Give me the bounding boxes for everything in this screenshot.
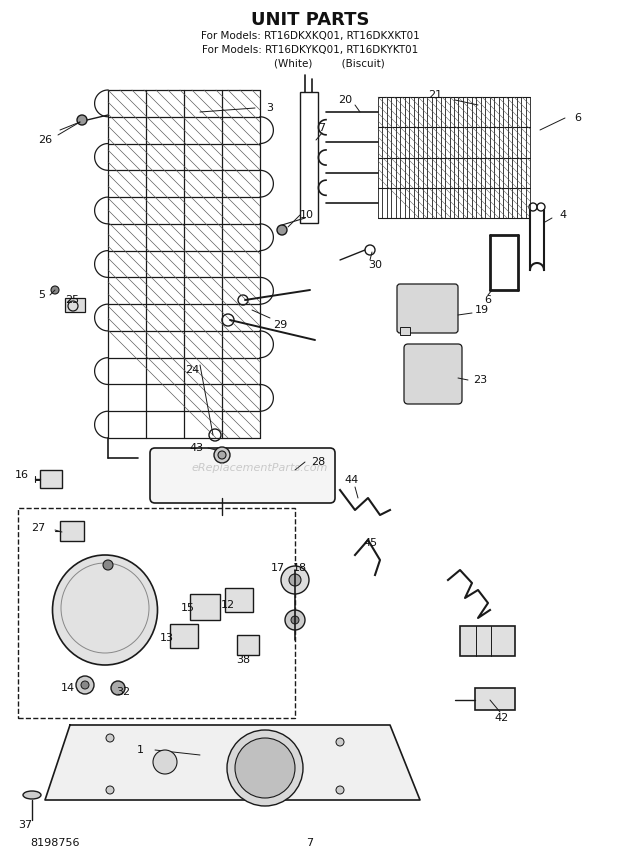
Text: 17: 17	[271, 563, 285, 573]
Text: 12: 12	[221, 600, 235, 610]
Circle shape	[153, 750, 177, 774]
Text: 24: 24	[185, 365, 199, 375]
Circle shape	[289, 574, 301, 586]
Text: 28: 28	[311, 457, 325, 467]
Text: 6: 6	[575, 113, 582, 123]
Text: 4: 4	[559, 210, 567, 220]
Text: 7: 7	[306, 838, 314, 848]
Text: 44: 44	[345, 475, 359, 485]
Text: 13: 13	[160, 633, 174, 643]
Circle shape	[103, 560, 113, 570]
Text: 21: 21	[428, 90, 442, 100]
Circle shape	[81, 681, 89, 689]
Circle shape	[235, 738, 295, 798]
Text: 15: 15	[181, 603, 195, 613]
Bar	[170, 624, 198, 648]
Text: 3: 3	[267, 103, 273, 113]
Text: 42: 42	[495, 713, 509, 723]
Text: For Models: RT16DKXKQ01, RT16DKXKT01: For Models: RT16DKXKQ01, RT16DKXKT01	[201, 31, 419, 41]
Polygon shape	[45, 725, 420, 800]
Text: 37: 37	[18, 820, 32, 830]
Circle shape	[285, 610, 305, 630]
Text: 1: 1	[136, 745, 143, 755]
Text: 10: 10	[300, 210, 314, 220]
Text: UNIT PARTS: UNIT PARTS	[250, 11, 370, 29]
Text: 20: 20	[338, 95, 352, 105]
Text: 32: 32	[116, 687, 130, 697]
Circle shape	[218, 451, 226, 459]
Circle shape	[214, 447, 230, 463]
FancyBboxPatch shape	[397, 284, 458, 333]
Text: 19: 19	[475, 305, 489, 315]
Circle shape	[111, 681, 125, 695]
Circle shape	[106, 786, 114, 794]
Bar	[475, 688, 515, 710]
Bar	[237, 635, 259, 655]
Circle shape	[291, 616, 299, 624]
Bar	[60, 521, 84, 541]
Text: 29: 29	[273, 320, 287, 330]
Bar	[65, 298, 85, 312]
Text: (White)         (Biscuit): (White) (Biscuit)	[235, 58, 385, 68]
FancyBboxPatch shape	[404, 344, 462, 404]
Circle shape	[51, 286, 59, 294]
Text: 14: 14	[61, 683, 75, 693]
Text: eReplacementParts.com: eReplacementParts.com	[192, 463, 328, 473]
Bar	[18, 508, 295, 718]
Text: 26: 26	[38, 135, 52, 145]
Circle shape	[77, 115, 87, 125]
Bar	[225, 588, 253, 612]
Text: 6: 6	[484, 295, 492, 305]
Circle shape	[277, 225, 287, 235]
Text: 8198756: 8198756	[30, 838, 79, 848]
Text: 45: 45	[363, 538, 377, 548]
Bar	[400, 327, 410, 335]
Text: 27: 27	[31, 523, 45, 533]
Bar	[460, 626, 515, 656]
FancyBboxPatch shape	[150, 448, 335, 503]
Circle shape	[76, 676, 94, 694]
Text: 25: 25	[65, 295, 79, 305]
Circle shape	[281, 566, 309, 594]
Text: 18: 18	[293, 563, 307, 573]
Text: 7: 7	[319, 123, 326, 133]
Text: 30: 30	[368, 260, 382, 270]
Ellipse shape	[23, 791, 41, 799]
Circle shape	[336, 786, 344, 794]
Text: For Models: RT16DKYKQ01, RT16DKYKT01: For Models: RT16DKYKQ01, RT16DKYKT01	[202, 45, 418, 55]
Text: 16: 16	[15, 470, 29, 480]
Text: 5: 5	[38, 290, 45, 300]
Circle shape	[227, 730, 303, 806]
Circle shape	[106, 734, 114, 742]
Circle shape	[336, 738, 344, 746]
Bar	[190, 594, 220, 620]
Text: 38: 38	[236, 655, 250, 665]
Bar	[40, 470, 62, 488]
Ellipse shape	[53, 555, 157, 665]
Text: 43: 43	[190, 443, 204, 453]
Bar	[300, 92, 318, 223]
Text: 23: 23	[473, 375, 487, 385]
